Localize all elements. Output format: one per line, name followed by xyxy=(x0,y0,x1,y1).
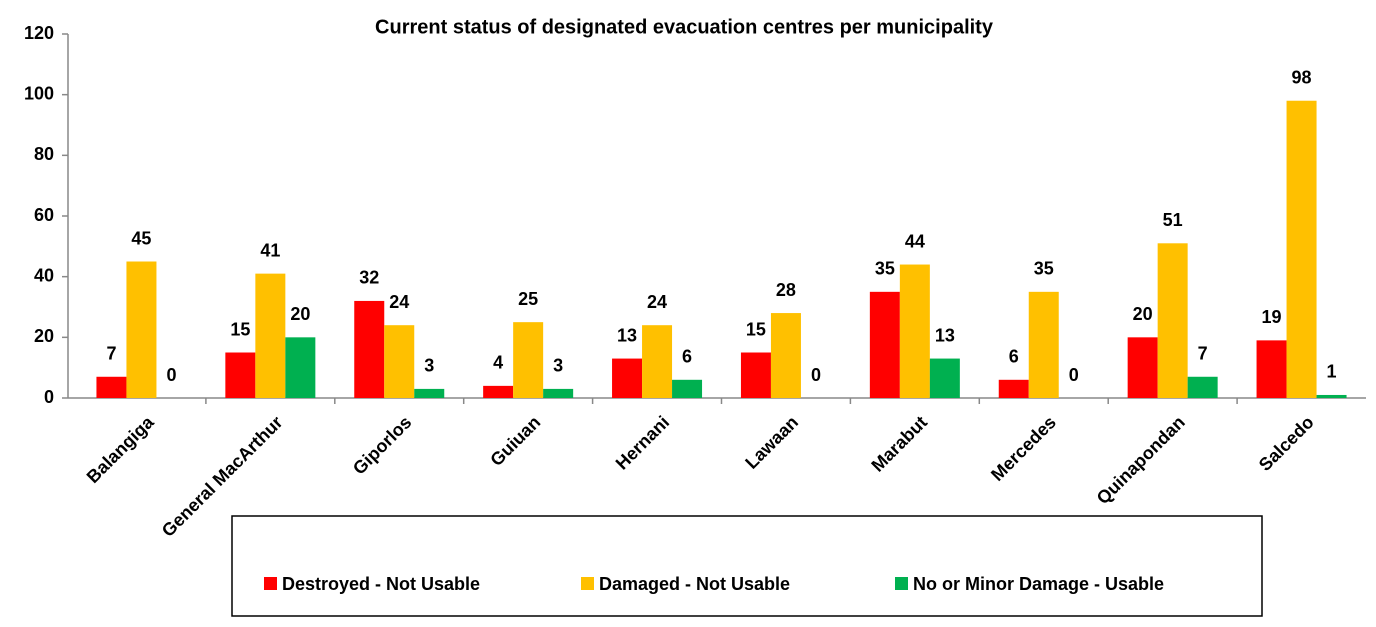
bar xyxy=(543,388,574,398)
y-tick-label: 120 xyxy=(24,23,54,43)
bar xyxy=(770,313,801,398)
data-label: 32 xyxy=(359,268,379,288)
data-label: 6 xyxy=(1009,347,1019,367)
bar xyxy=(642,325,673,398)
data-label: 0 xyxy=(166,365,176,385)
legend-box xyxy=(231,515,1263,617)
bar xyxy=(998,379,1029,398)
legend-swatch xyxy=(895,577,908,590)
data-label: 1 xyxy=(1327,362,1337,382)
chart-title: Current status of designated evacuation … xyxy=(375,16,994,38)
bar xyxy=(899,264,930,398)
bar xyxy=(354,300,385,398)
y-tick-label: 20 xyxy=(34,326,54,346)
bar xyxy=(414,388,445,398)
data-label: 35 xyxy=(875,259,895,279)
data-label: 15 xyxy=(746,319,766,339)
legend-label: Damaged - Not Usable xyxy=(599,574,790,594)
legend-swatch xyxy=(264,577,277,590)
data-label: 3 xyxy=(424,356,434,376)
data-label: 4 xyxy=(493,353,503,373)
bar xyxy=(1256,340,1287,398)
x-tick-label: Quinapondan xyxy=(1093,412,1189,508)
bar xyxy=(1316,394,1347,398)
bar xyxy=(672,379,703,398)
data-label: 0 xyxy=(1069,365,1079,385)
bar xyxy=(96,376,127,398)
data-label: 35 xyxy=(1034,259,1054,279)
x-tick-label: Salcedo xyxy=(1255,412,1318,475)
y-tick-label: 100 xyxy=(24,83,54,103)
data-label: 3 xyxy=(553,356,563,376)
data-label: 20 xyxy=(290,304,310,324)
legend-label: No or Minor Damage - Usable xyxy=(913,574,1164,594)
bar xyxy=(384,325,415,398)
x-tick-label: Marabut xyxy=(867,412,931,476)
data-label: 7 xyxy=(106,344,116,364)
data-label: 51 xyxy=(1163,210,1183,230)
legend-label: Destroyed - Not Usable xyxy=(282,574,480,594)
data-label: 28 xyxy=(776,280,796,300)
data-label: 20 xyxy=(1133,304,1153,324)
data-label: 0 xyxy=(811,365,821,385)
bar xyxy=(1028,291,1059,398)
data-label: 24 xyxy=(389,292,409,312)
data-label: 7 xyxy=(1198,344,1208,364)
data-label: 41 xyxy=(260,240,280,260)
bar xyxy=(225,352,256,398)
data-label: 44 xyxy=(905,231,925,251)
bar xyxy=(929,358,960,398)
legend-swatch xyxy=(581,577,594,590)
data-label: 45 xyxy=(131,228,151,248)
bar xyxy=(612,358,643,398)
bar xyxy=(1187,376,1218,398)
data-label: 19 xyxy=(1262,307,1282,327)
data-label: 98 xyxy=(1292,67,1312,87)
bar xyxy=(255,273,286,398)
x-tick-label: Mercedes xyxy=(987,412,1060,485)
y-tick-label: 40 xyxy=(34,265,54,285)
data-label: 25 xyxy=(518,289,538,309)
bar xyxy=(1286,100,1317,398)
bar xyxy=(1127,337,1158,398)
data-label: 6 xyxy=(682,347,692,367)
bar xyxy=(513,322,544,398)
bar xyxy=(740,352,771,398)
bar xyxy=(1157,243,1188,398)
x-tick-label: Lawaan xyxy=(741,412,802,473)
data-label: 13 xyxy=(935,325,955,345)
bar xyxy=(483,385,514,398)
y-tick-label: 0 xyxy=(44,387,54,407)
x-tick-label: Balangiga xyxy=(83,411,159,487)
x-tick-label: Guiuan xyxy=(486,412,544,470)
data-label: 13 xyxy=(617,325,637,345)
bar xyxy=(126,261,157,398)
y-tick-label: 60 xyxy=(34,205,54,225)
bar xyxy=(869,291,900,398)
data-label: 24 xyxy=(647,292,667,312)
x-tick-label: Hernani xyxy=(612,412,674,474)
data-label: 15 xyxy=(230,319,250,339)
bar xyxy=(285,337,316,398)
x-tick-label: Giporlos xyxy=(349,412,415,478)
y-tick-label: 80 xyxy=(34,144,54,164)
